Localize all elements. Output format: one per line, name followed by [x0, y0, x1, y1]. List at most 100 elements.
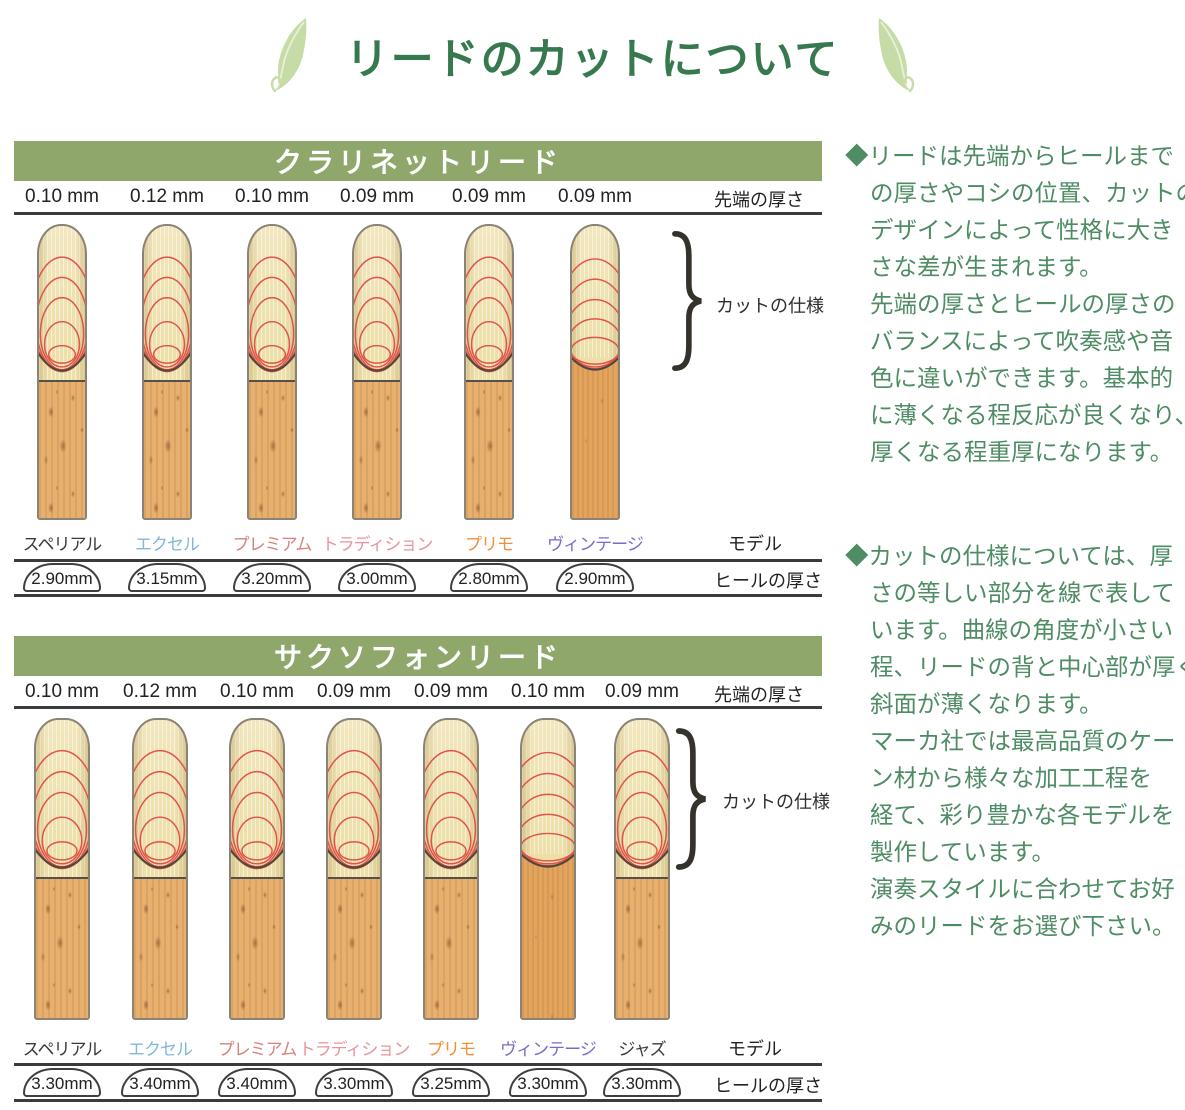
heel-thickness-badge: 3.00mm [338, 563, 416, 592]
tip-thickness-value: 0.09 mm [605, 681, 679, 702]
divider-line [14, 559, 822, 562]
cut-contour-lines [354, 256, 400, 373]
reed-bark [328, 876, 380, 1018]
cut-spec-label: カットの仕様 [722, 792, 830, 812]
paragraph-line: います。曲線の角度が小さい [870, 617, 1174, 643]
reed-bark [522, 857, 574, 1018]
heel-thickness-badge: 2.90mm [23, 563, 101, 592]
reed-bark [466, 379, 512, 518]
paragraph-line: 演奏スタイルに合わせてお好 [870, 876, 1175, 902]
model-name: プレミアム [217, 1040, 298, 1059]
reed-illustration [229, 718, 285, 1020]
heel-thickness-value: 3.20mm [241, 569, 303, 588]
heel-thickness-badge: 2.90mm [556, 563, 634, 592]
tip-thickness-value: 0.10 mm [220, 681, 294, 702]
description-paragraph: ◆カットの仕様については、厚さの等しい部分を線で表して います。曲線の角度が小さい… [845, 538, 1185, 945]
divider-line [14, 212, 822, 215]
reed-bark [425, 876, 477, 1018]
heel-thickness-value: 3.30mm [31, 1074, 93, 1093]
divider-line [14, 594, 822, 597]
cut-contour-lines [522, 751, 574, 868]
heel-thickness-value: 2.90mm [564, 569, 626, 588]
heel-thickness-value: 3.25mm [420, 1074, 482, 1093]
paragraph-line: 厚くなる程重厚になります。 [870, 439, 1174, 465]
section-title: クラリネットリード [273, 147, 562, 178]
description-paragraph: ◆リードは先端からヒールまで の厚さやコシの位置、カットの デザインによって性格に大… [845, 138, 1185, 471]
reed-bark [572, 360, 618, 518]
paragraph-line: ◆カットの仕様については、厚 [845, 543, 1173, 569]
model-name: プリモ [465, 535, 514, 554]
reed-bark [39, 379, 85, 518]
tip-thickness-value: 0.09 mm [452, 186, 526, 207]
cut-contour-lines [39, 256, 85, 373]
paragraph-line: 程、リードの背と中心部が厚く [870, 654, 1185, 680]
paragraph-line: デザインによって性格に大き [870, 217, 1174, 243]
page-title: リードのカットについて [345, 36, 840, 84]
reed-bark [134, 876, 186, 1018]
heel-thickness-value: 3.30mm [611, 1074, 673, 1093]
paragraph-line: ◆リードは先端からヒールまで [845, 143, 1174, 169]
cut-contour-lines [616, 749, 668, 870]
cut-contour-lines [425, 749, 477, 870]
tip-thickness-value: 0.10 mm [511, 681, 585, 702]
row-label-tip: 先端の厚さ [714, 685, 804, 705]
reed-illustration [570, 224, 620, 520]
model-name: エクセル [135, 535, 200, 554]
row-label-heel: ヒールの厚さ [714, 571, 822, 591]
reed-illustration [326, 718, 382, 1020]
row-label-model: モデル [728, 534, 782, 554]
paragraph-line: 製作しています。 [870, 839, 1055, 865]
heel-thickness-value: 2.90mm [31, 569, 93, 588]
divider-line [14, 1063, 822, 1066]
tip-thickness-value: 0.12 mm [130, 186, 204, 207]
reed-illustration [142, 224, 192, 520]
brace-icon [672, 231, 702, 371]
heel-thickness-badge: 3.30mm [315, 1068, 393, 1097]
reed-illustration [247, 224, 297, 520]
model-name: プリモ [427, 1040, 476, 1059]
paragraph-line: マーカ社では最高品質のケー [870, 728, 1176, 754]
divider-line [14, 706, 822, 709]
leaf-icon [878, 18, 915, 93]
model-name: トラディション [321, 535, 434, 554]
reed-bark [249, 379, 295, 518]
paragraph-line: さな差が生まれます。 [870, 254, 1103, 280]
tip-thickness-value: 0.09 mm [414, 681, 488, 702]
reed-illustration [37, 224, 87, 520]
row-label-heel: ヒールの厚さ [714, 1076, 822, 1096]
paragraph-line: 斜面が薄くなります。 [870, 691, 1103, 717]
reed-illustration [352, 224, 402, 520]
cut-spec-label: カットの仕様 [716, 296, 824, 316]
heel-thickness-badge: 3.30mm [23, 1068, 101, 1097]
heel-thickness-badge: 3.40mm [121, 1068, 199, 1097]
paragraph-line: バランスによって吹奏感や音 [870, 328, 1174, 354]
leaf-icon [270, 18, 307, 93]
tip-thickness-value: 0.10 mm [25, 186, 99, 207]
model-name: トラディション [298, 1040, 411, 1059]
cut-contour-lines [328, 749, 380, 870]
tip-thickness-value: 0.09 mm [340, 186, 414, 207]
row-label-tip: 先端の厚さ [714, 190, 804, 210]
row-label-model: モデル [728, 1039, 782, 1059]
paragraph-line: さの等しい部分を線で表して [870, 580, 1175, 606]
model-name: ジャズ [618, 1040, 666, 1059]
heel-thickness-badge: 3.15mm [128, 563, 206, 592]
paragraph-line: みのリードをお選び下さい。 [870, 913, 1176, 939]
cut-contour-lines [134, 749, 186, 870]
tip-thickness-value: 0.10 mm [235, 186, 309, 207]
model-name: ヴィンテージ [500, 1040, 597, 1059]
section-title: サクソフォンリード [273, 642, 562, 673]
reed-bark [616, 876, 668, 1018]
heel-thickness-value: 3.00mm [346, 569, 408, 588]
tip-thickness-value: 0.09 mm [558, 186, 632, 207]
heel-thickness-badge: 3.30mm [603, 1068, 681, 1097]
reed-illustration [132, 718, 188, 1020]
section-header-bar: クラリネットリード [14, 141, 822, 181]
heel-thickness-badge: 3.40mm [218, 1068, 296, 1097]
reed-illustration [423, 718, 479, 1020]
reed-bark [354, 379, 400, 518]
tip-thickness-value: 0.10 mm [25, 681, 99, 702]
paragraph-line: ン材から様々な加工工程を [870, 765, 1152, 791]
reed-illustration [614, 718, 670, 1020]
